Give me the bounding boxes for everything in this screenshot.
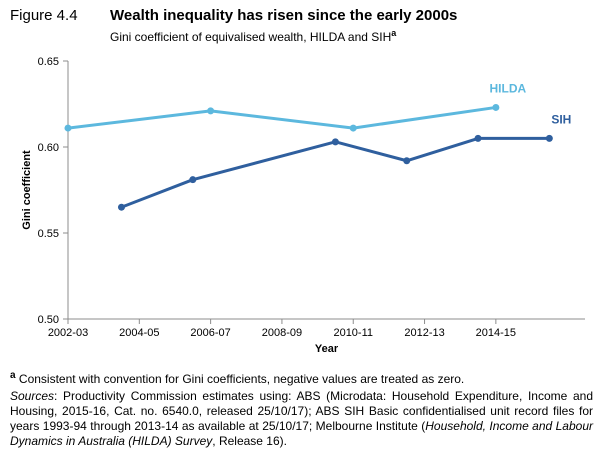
data-point-hilda — [349, 124, 357, 132]
data-point-sih — [474, 134, 482, 142]
data-point-sih — [403, 157, 411, 165]
sources-note: Sources: Productivity Commission estimat… — [10, 389, 593, 449]
sources-text-1: : Productivity Commission estimates usin… — [10, 389, 593, 433]
data-point-hilda — [64, 124, 72, 132]
figure-title: Wealth inequality has risen since the ea… — [110, 7, 458, 24]
y-tick-label: 0.65 — [38, 56, 59, 68]
x-tick-label: 2006-07 — [190, 327, 230, 339]
x-tick-label: 2002-03 — [48, 327, 88, 339]
data-point-sih — [545, 134, 553, 142]
subtitle-footnote-marker: a — [391, 28, 397, 38]
figure-label: Figure 4.4 — [10, 7, 78, 24]
footnote: a Consistent with convention for Gini co… — [10, 368, 593, 387]
y-tick-label: 0.60 — [38, 142, 59, 154]
line-chart: 0.50 0.55 0.60 0.65 2002-03 2004-05 2006-07 200… — [21, 56, 585, 355]
subtitle-text: Gini coefficient of equivalised wealth, … — [110, 30, 392, 44]
data-point-sih — [189, 176, 197, 184]
x-tick-label: 2012-13 — [404, 327, 444, 339]
series-label-hilda: HILDA — [490, 81, 527, 95]
sources-label: Sources — [10, 389, 55, 403]
sources-text-2: , Release 16). — [212, 434, 287, 448]
data-point-sih — [331, 138, 339, 146]
x-axis-title: Year — [315, 343, 339, 355]
figure-subtitle: Gini coefficient of equivalised wealth, … — [110, 28, 396, 44]
x-tick-label: 2008-09 — [262, 327, 302, 339]
footnote-text: Consistent with convention for Gini coef… — [15, 372, 465, 386]
y-tick-label: 0.50 — [38, 314, 59, 326]
x-tick-label: 2010-11 — [333, 327, 373, 339]
footnote-marker: a — [10, 370, 16, 381]
series-label-sih: SIH — [551, 112, 571, 126]
y-axis-title: Gini coefficient — [21, 150, 33, 230]
x-tick-label: 2014-15 — [476, 327, 516, 339]
y-tick-label: 0.55 — [38, 228, 59, 240]
sources-italic-title: Household, Income and Labour Dynamics in… — [10, 419, 593, 448]
series-line-sih — [119, 136, 551, 209]
data-point-hilda — [492, 103, 500, 111]
data-point-hilda — [207, 107, 215, 115]
series-line-hilda — [66, 105, 498, 130]
data-point-sih — [117, 203, 125, 211]
x-tick-label: 2004-05 — [119, 327, 159, 339]
